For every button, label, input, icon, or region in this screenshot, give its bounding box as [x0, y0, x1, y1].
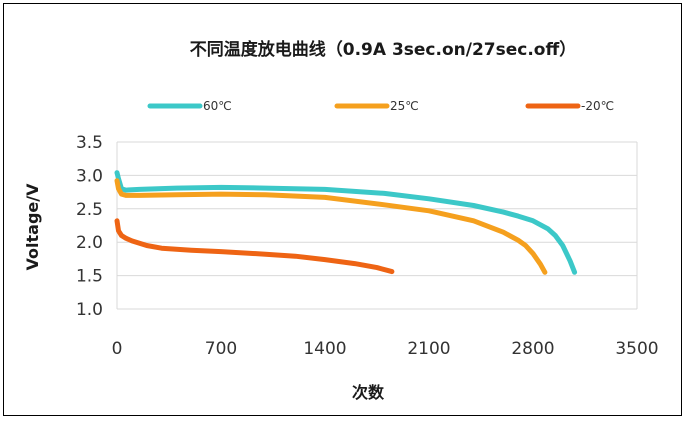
grid	[116, 141, 638, 310]
series-lines	[114, 170, 578, 275]
x-tick-label: 3500	[615, 339, 658, 359]
series-line-0	[114, 170, 578, 275]
series-line-1	[114, 178, 548, 275]
legend-label-1: 25℃	[390, 99, 419, 113]
y-axis-title: Voltage/V	[23, 183, 42, 271]
y-tick-label: 3.0	[76, 166, 103, 186]
legend-label-2: -20℃	[581, 99, 614, 113]
legend: 60℃ 25℃ -20℃	[147, 99, 614, 113]
chart-title: 不同温度放电曲线（0.9A 3sec.on/27sec.off）	[190, 39, 576, 60]
y-tick-label: 1.0	[76, 300, 103, 320]
x-tick-label: 0	[112, 339, 123, 359]
y-tick-label: 1.5	[76, 267, 103, 287]
legend-label-0: 60℃	[203, 99, 232, 113]
x-tick-label: 2800	[511, 339, 554, 359]
x-tick-label: 700	[205, 339, 237, 359]
x-tick-label: 2100	[407, 339, 450, 359]
series-line-2	[114, 218, 395, 275]
x-tick-label: 1400	[303, 339, 346, 359]
y-tick-label: 2.0	[76, 233, 103, 253]
x-tick-labels: 0 700 1400 2100 2800 3500	[112, 339, 659, 359]
y-tick-label: 3.5	[76, 133, 103, 153]
chart-frame	[3, 3, 682, 416]
x-axis-title: 次数	[352, 383, 385, 402]
y-tick-label: 2.5	[76, 200, 103, 220]
y-tick-labels: 1.0 1.5 2.0 2.5 3.0 3.5	[76, 133, 103, 320]
